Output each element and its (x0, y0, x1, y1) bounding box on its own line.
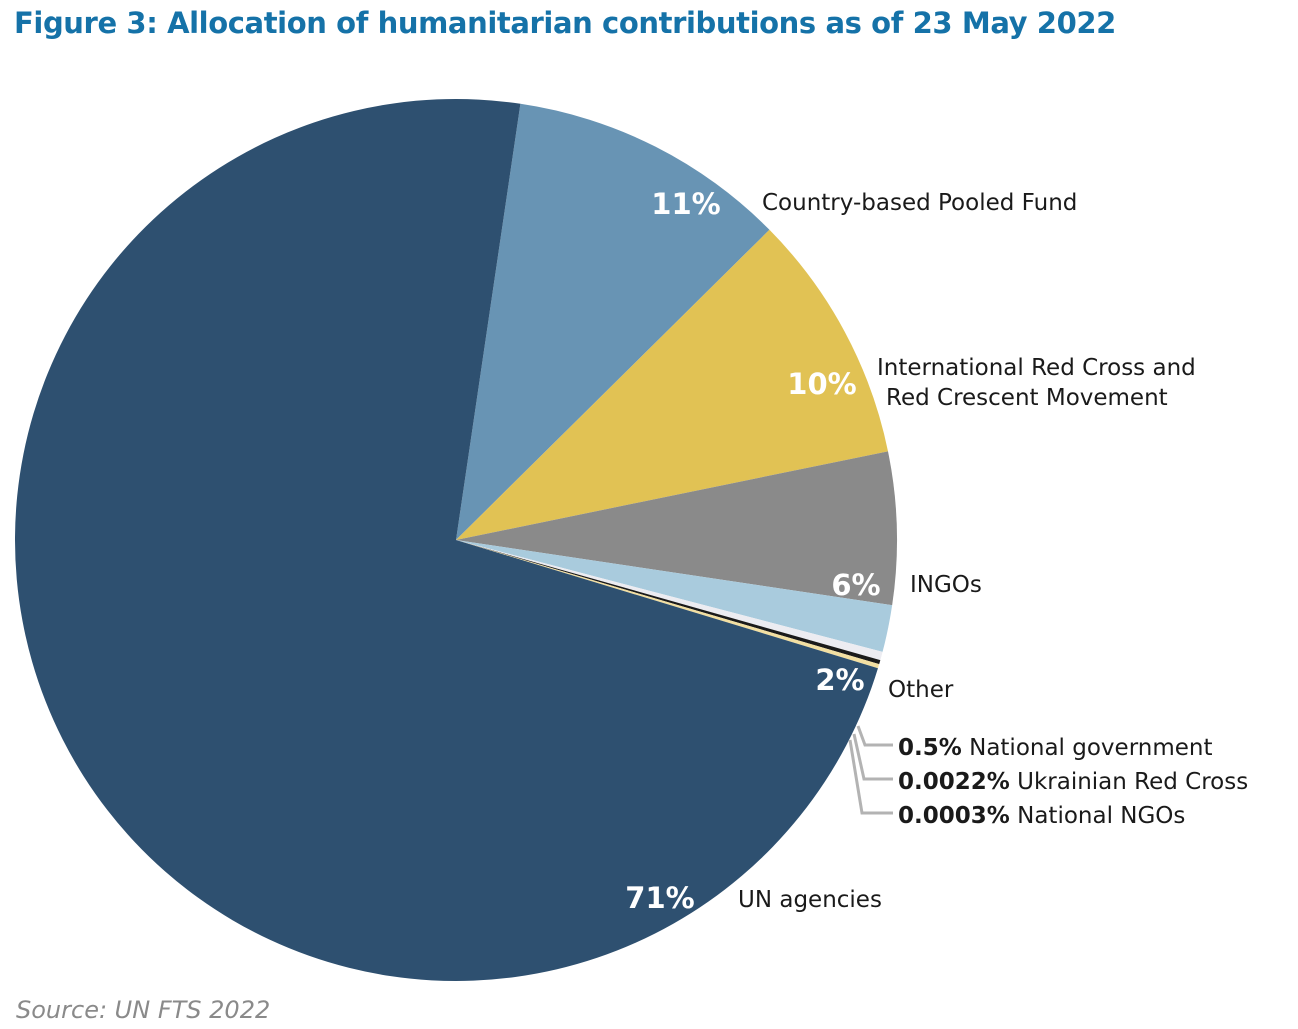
name-label-ukrainian-red-cross: Ukrainian Red Cross (1010, 769, 1248, 795)
chart-title: Figure 3: Allocation of humanitarian con… (14, 6, 1116, 40)
category-label-national-ngos: 0.0003% National NGOs (898, 803, 1185, 829)
pie-slice-national-ngos (456, 540, 880, 669)
pie-slice-country-based-pooled-fund (456, 103, 770, 540)
pct-label-country-based-pooled-fund: 11% (651, 187, 720, 221)
category-label-national-government: 0.5% National government (898, 735, 1212, 761)
pie-slice-ingos (456, 451, 898, 606)
category-label-other: Other (888, 677, 954, 703)
category-label-un-agencies: UN agencies (738, 887, 882, 913)
chart-source: Source: UN FTS 2022 (16, 996, 271, 1024)
pct-label-other: 2% (815, 663, 864, 697)
category-label-international-red-cross-and-red-crescent-movement-line-2: Red Crescent Movement (886, 385, 1168, 411)
pct-label-ingos: 6% (831, 568, 880, 602)
leader-line-ukrainian-red-cross (852, 733, 893, 781)
pie-slice-international-red-cross-and-red-crescent-movement (456, 229, 888, 541)
category-label-ukrainian-red-cross: 0.0022% Ukrainian Red Cross (898, 769, 1248, 795)
value-label-national-government: 0.5% (898, 735, 962, 761)
leader-line-national-ngos (848, 739, 893, 815)
pct-label-un-agencies: 71% (625, 881, 694, 915)
leader-line-national-government (856, 725, 893, 747)
name-label-national-ngos: National NGOs (1010, 803, 1186, 829)
pie-slice-ukrainian-red-cross (456, 540, 881, 665)
pct-label-international-red-cross-and-red-crescent-movement: 10% (787, 367, 856, 401)
name-label-national-government: National government (962, 735, 1213, 761)
value-label-ukrainian-red-cross: 0.0022% (898, 769, 1010, 795)
category-label-country-based-pooled-fund: Country-based Pooled Fund (762, 190, 1077, 216)
category-label-ingos: INGOs (910, 572, 982, 598)
pie-slice-national-government (456, 540, 883, 661)
pie-slice-other (456, 540, 893, 652)
category-label-international-red-cross-and-red-crescent-movement-line-1: International Red Cross and (877, 355, 1196, 381)
pie-slice-un-agencies (14, 98, 878, 981)
value-label-national-ngos: 0.0003% (898, 803, 1010, 829)
